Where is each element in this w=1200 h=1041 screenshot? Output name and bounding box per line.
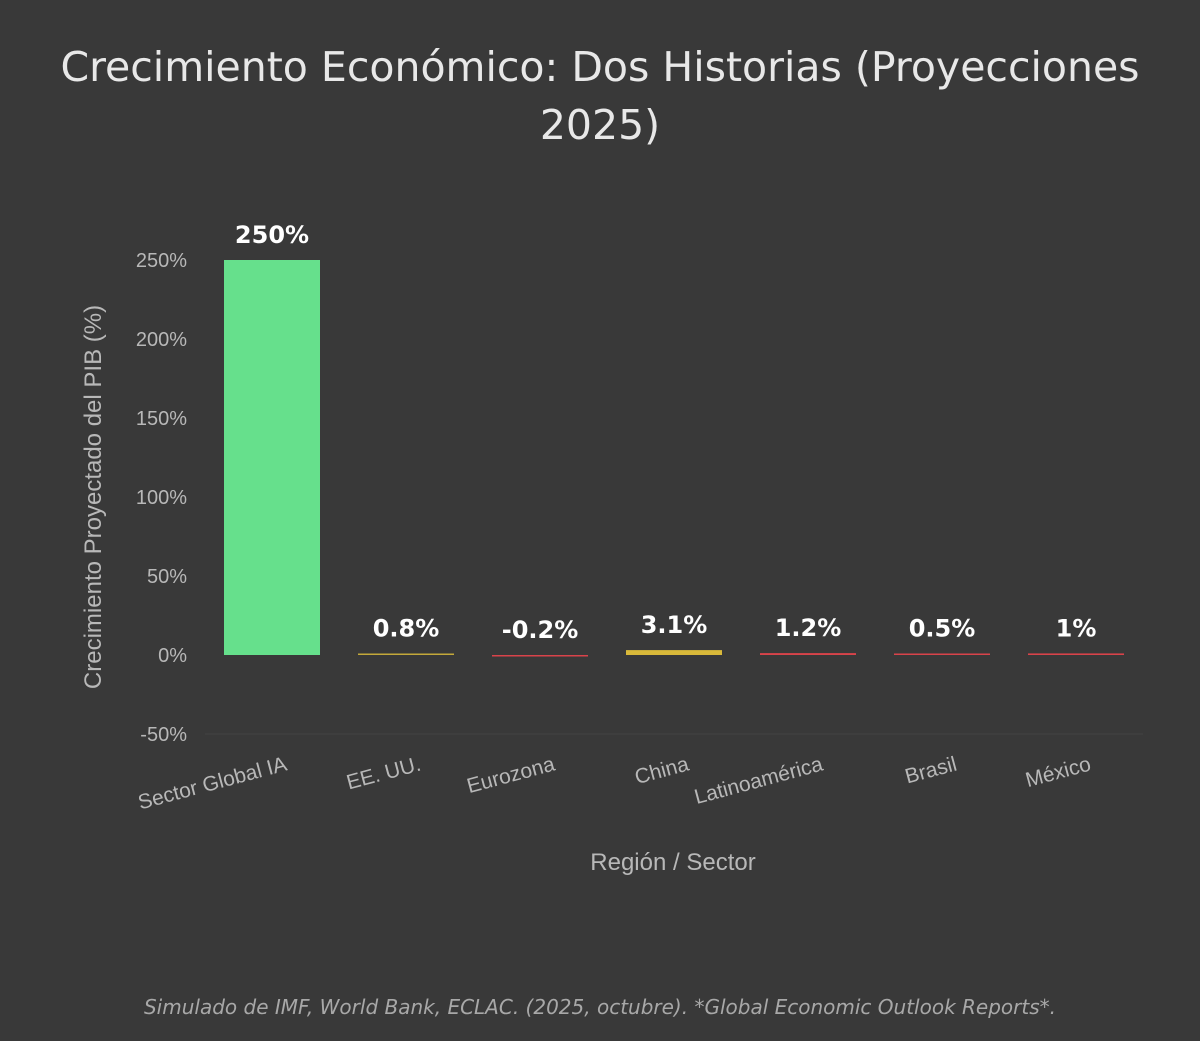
y-axis-label: Crecimiento Proyectado del PIB (%)	[80, 305, 107, 689]
bar-data-label: 1%	[1056, 614, 1097, 642]
bar-data-label: 250%	[235, 221, 309, 249]
x-axis-ticks: Sector Global IA EE. UU. Eurozona China Lati…	[136, 753, 1094, 815]
bar-data-label: 0.8%	[373, 615, 440, 643]
y-tick-label: 250%	[136, 250, 187, 272]
x-tick-label: EE. UU.	[344, 753, 423, 795]
y-tick-label: 150%	[136, 408, 187, 430]
bar[interactable]	[760, 653, 856, 655]
bar[interactable]	[492, 655, 588, 657]
bar[interactable]	[894, 653, 990, 656]
x-tick-label: China	[632, 753, 691, 790]
bars	[224, 260, 1124, 657]
source-caption: Simulado de IMF, World Bank, ECLAC. (202…	[143, 995, 1056, 1019]
bar[interactable]	[626, 650, 722, 655]
bar-data-labels: 250% 0.8% -0.2% 3.1% 1.2% 0.5% 1%	[235, 221, 1096, 644]
x-tick-label: Brasil	[903, 753, 960, 789]
y-tick-label: 0%	[158, 645, 187, 667]
bar-data-label: -0.2%	[502, 616, 579, 644]
bar[interactable]	[1028, 653, 1124, 655]
x-tick-label: México	[1023, 753, 1093, 792]
chart-title: Crecimiento Económico: Dos Historias (Pr…	[60, 43, 1140, 149]
x-tick-label: Sector Global IA	[136, 753, 290, 815]
y-tick-label: 100%	[136, 487, 187, 509]
x-tick-label: Eurozona	[464, 753, 557, 799]
x-axis-label: Región / Sector	[590, 849, 755, 876]
x-tick-label: Latinoamérica	[692, 753, 826, 809]
y-tick-label: 200%	[136, 329, 187, 351]
y-axis-ticks: -50% 0% 50% 100% 150% 200% 250%	[136, 250, 187, 746]
bar-data-label: 0.5%	[909, 615, 976, 643]
bar-data-label: 3.1%	[641, 611, 708, 639]
y-tick-label: 50%	[147, 566, 187, 588]
bar[interactable]	[224, 260, 320, 655]
bar[interactable]	[358, 653, 454, 656]
bar-data-label: 1.2%	[775, 614, 842, 642]
y-tick-label: -50%	[140, 724, 187, 746]
